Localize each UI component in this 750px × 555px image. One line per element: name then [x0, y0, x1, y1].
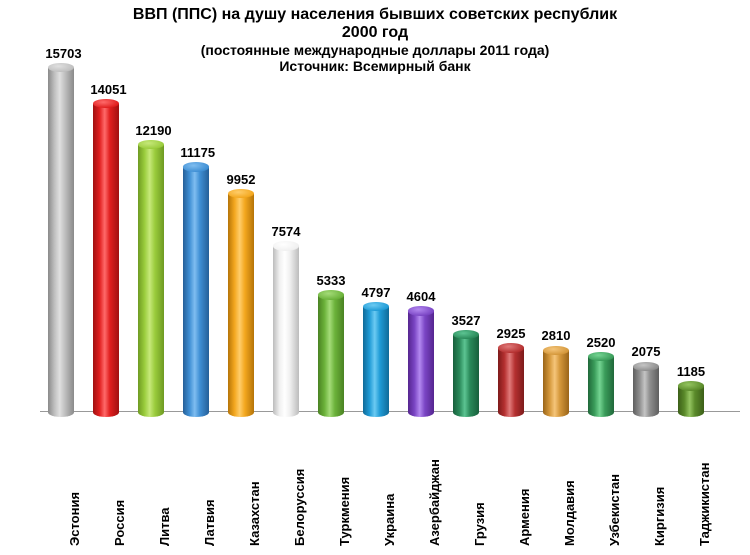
bar: 11175	[183, 167, 209, 412]
chart-container: ВВП (ППС) на душу населения бывших совет…	[0, 0, 750, 555]
bar-body	[138, 145, 164, 412]
bar-value-label: 4604	[405, 289, 436, 304]
bar-cap-top	[273, 241, 299, 250]
bar-cap-top	[543, 346, 569, 355]
bar-cap-top	[678, 381, 704, 390]
bar: 2075	[633, 366, 659, 412]
bar-value-label: 7574	[270, 224, 301, 239]
bar: 14051	[93, 104, 119, 412]
bar: 5333	[318, 295, 344, 412]
bar: 7574	[273, 246, 299, 412]
x-axis-label: Киргизия	[652, 416, 667, 546]
x-axis-label: Узбекистан	[607, 416, 622, 546]
bar-value-label: 2925	[495, 326, 526, 341]
bar: 15703	[48, 68, 74, 413]
bar-body	[183, 167, 209, 412]
x-axis-label: Таджикистан	[697, 416, 712, 546]
bar: 1185	[678, 386, 704, 412]
bar-body	[48, 68, 74, 413]
bar-body	[498, 348, 524, 412]
bar: 4797	[363, 307, 389, 412]
bar: 9952	[228, 194, 254, 412]
bar-value-label: 5333	[315, 273, 346, 288]
bar-body	[633, 366, 659, 412]
bar: 2925	[498, 348, 524, 412]
bar-cap-top	[633, 362, 659, 371]
x-axis-label: Армения	[517, 416, 532, 546]
bar-body	[93, 104, 119, 412]
bar-value-label: 15703	[45, 46, 76, 61]
x-axis-label: Белоруссия	[292, 416, 307, 546]
bar-body	[543, 350, 569, 412]
bar-value-label: 11175	[180, 145, 211, 160]
bar-cap-top	[408, 306, 434, 315]
chart-title-line1: ВВП (ППС) на душу населения бывших совет…	[0, 6, 750, 24]
bar-body	[453, 335, 479, 412]
bar-body	[408, 311, 434, 412]
x-axis-label: Грузия	[472, 416, 487, 546]
bar-body	[363, 307, 389, 412]
x-axis-label: Эстония	[67, 416, 82, 546]
bar-body	[273, 246, 299, 412]
x-axis-label: Азербайджан	[427, 416, 442, 546]
bar-body	[318, 295, 344, 412]
bar: 2520	[588, 357, 614, 412]
bar-value-label: 12190	[135, 123, 166, 138]
plot-area: 15703 14051 12190 11175 9952 7574 5333 4797 4604…	[40, 32, 740, 412]
bar: 4604	[408, 311, 434, 412]
bar-value-label: 1185	[675, 364, 706, 379]
bar-cap-top	[318, 290, 344, 299]
x-axis-label: Латвия	[202, 416, 217, 546]
x-axis-label: Россия	[112, 416, 127, 546]
bar: 3527	[453, 335, 479, 412]
bar-value-label: 9952	[225, 172, 256, 187]
bar-body	[228, 194, 254, 412]
x-axis-label: Литва	[157, 416, 172, 546]
bar-value-label: 4797	[360, 285, 391, 300]
bar-value-label: 2810	[540, 328, 571, 343]
bar: 12190	[138, 145, 164, 412]
bar-value-label: 2075	[630, 344, 661, 359]
x-axis-label: Украина	[382, 416, 397, 546]
x-axis-label: Туркмения	[337, 416, 352, 546]
x-axis-labels: Эстония Россия Литва Латвия Казахстан Белорус…	[40, 416, 740, 546]
bar-value-label: 2520	[585, 335, 616, 350]
bar: 2810	[543, 350, 569, 412]
x-axis-label: Казахстан	[247, 416, 262, 546]
bar-value-label: 3527	[450, 313, 481, 328]
x-axis-label: Молдавия	[562, 416, 577, 546]
bar-cap-top	[498, 343, 524, 352]
bar-cap-top	[183, 162, 209, 171]
bar-body	[588, 357, 614, 412]
bar-value-label: 14051	[90, 82, 121, 97]
